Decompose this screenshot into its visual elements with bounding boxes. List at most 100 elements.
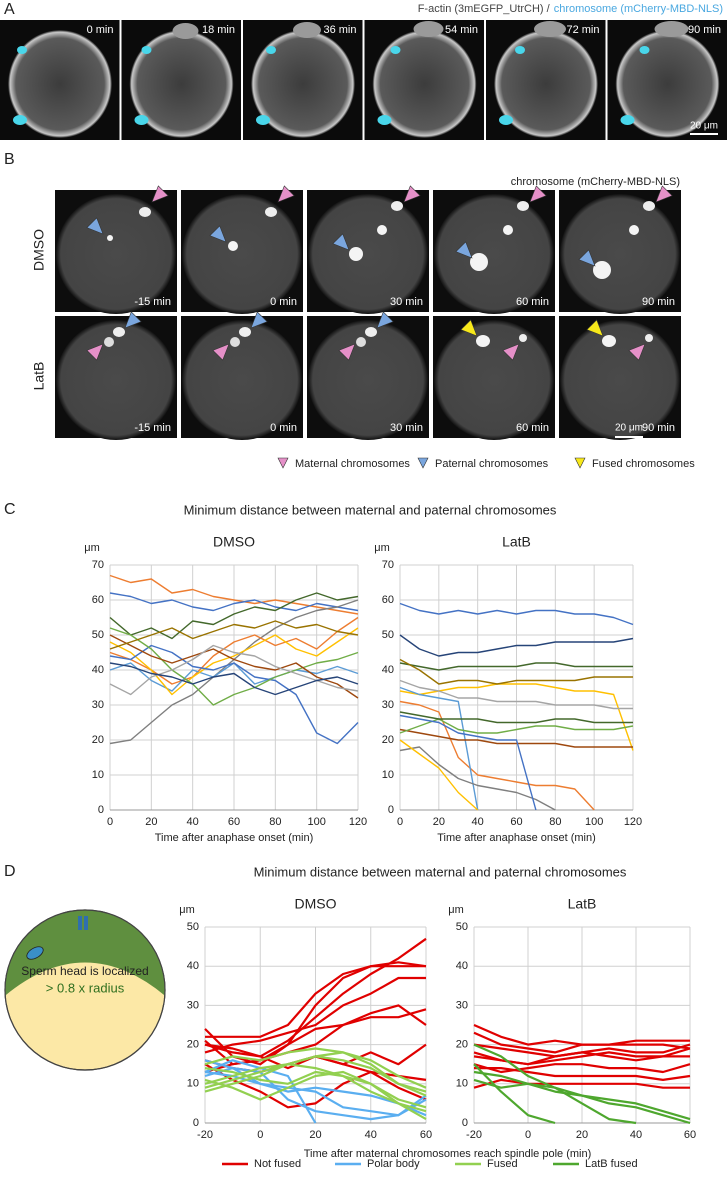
y-tick-label: 50 (92, 629, 104, 641)
cell (560, 320, 680, 440)
y-tick-label: 40 (187, 960, 199, 972)
chromosome (517, 201, 529, 211)
data-line (204, 976, 426, 1054)
arrowhead (403, 185, 421, 203)
chart-title: LatB (568, 896, 597, 912)
chromosome (476, 335, 490, 347)
x-tick-label: 40 (472, 816, 484, 828)
chromosome (113, 327, 125, 337)
x-tick-label: 20 (145, 816, 157, 828)
time-label: 0 min (87, 24, 114, 36)
legend-label: Polar body (367, 1158, 420, 1170)
data-line (204, 1070, 427, 1109)
y-tick-label: 0 (388, 804, 394, 816)
legend-marker (277, 457, 289, 469)
data-line (204, 1063, 427, 1121)
legend-marker (417, 457, 429, 469)
y-tick-label: 40 (92, 664, 104, 676)
x-tick-label: 60 (684, 1129, 696, 1141)
data-line (109, 574, 359, 615)
arrowhead (151, 185, 169, 203)
y-tick-label: 30 (382, 699, 394, 711)
arrowhead (209, 225, 227, 243)
cell (372, 30, 477, 138)
time-label: 0 min (270, 422, 297, 434)
data-line (109, 592, 359, 612)
data-line (109, 627, 359, 696)
chromosome (228, 241, 238, 251)
data-line (399, 746, 556, 811)
y-tick-label: 30 (92, 699, 104, 711)
chromosome (499, 115, 513, 125)
time-label: 72 min (566, 24, 599, 36)
panel-label: A (4, 1, 15, 18)
data-line (204, 1047, 427, 1097)
chromosome (356, 337, 366, 347)
y-tick-label: 10 (382, 769, 394, 781)
data-line (399, 714, 537, 811)
chromosome (620, 115, 635, 125)
chromosome (515, 46, 525, 54)
chromosome (629, 225, 639, 235)
data-line (399, 700, 595, 811)
x-tick-label: -20 (466, 1129, 482, 1141)
x-tick-label: 120 (349, 816, 367, 828)
legend-marker (574, 457, 586, 469)
y-axis-label: μm (448, 904, 464, 916)
panel-label: D (4, 863, 16, 880)
chromosome (643, 201, 655, 211)
chromosome (104, 337, 114, 347)
row-label: LatB (31, 362, 47, 391)
x-tick-label: 0 (525, 1129, 531, 1141)
x-tick-label: 100 (585, 816, 603, 828)
panel-title: chromosome (mCherry-MBD-NLS) (511, 176, 680, 188)
chromosome (377, 115, 392, 125)
y-tick-label: 70 (382, 559, 394, 571)
chromosome (13, 115, 27, 125)
legend-label: LatB fused (585, 1158, 638, 1170)
x-axis-label: Time after anaphase onset (min) (437, 832, 596, 844)
y-tick-label: 30 (456, 999, 468, 1011)
data-line (109, 644, 359, 745)
data-line (473, 1063, 691, 1074)
x-tick-label: 60 (420, 1129, 432, 1141)
cell (308, 194, 428, 314)
chromosome (377, 225, 387, 235)
chromosome (256, 115, 270, 125)
scale-label: 20 μm (615, 423, 643, 434)
y-tick-label: 10 (456, 1078, 468, 1090)
cell (8, 30, 112, 138)
y-tick-label: 70 (92, 559, 104, 571)
time-label: -15 min (134, 296, 171, 308)
chromosome (391, 201, 403, 211)
x-axis-label: Time after anaphase onset (min) (155, 832, 314, 844)
row-label: DMSO (31, 229, 47, 271)
data-line (399, 711, 633, 724)
cell (251, 30, 355, 138)
panel-title: Minimum distance between maternal and pa… (184, 502, 557, 517)
data-line (204, 1067, 427, 1113)
title-part: chromosome (mCherry-MBD-NLS) (554, 3, 723, 15)
chromosome (239, 327, 251, 337)
time-label: 90 min (642, 296, 675, 308)
cell (129, 30, 234, 138)
chromosome (639, 46, 650, 54)
y-tick-label: 60 (382, 594, 394, 606)
y-axis-label: μm (84, 542, 100, 554)
data-line (204, 1063, 427, 1109)
diagram-text: Sperm head is localized (21, 964, 148, 978)
chromosome (503, 225, 513, 235)
cell (560, 194, 680, 314)
cell (494, 30, 598, 138)
legend-label: Not fused (254, 1158, 301, 1170)
chart-title: LatB (502, 534, 531, 550)
chromosome (230, 337, 240, 347)
cell (56, 320, 176, 440)
data-line (109, 592, 359, 640)
arrowhead (502, 343, 520, 361)
panel-title: Minimum distance between maternal and pa… (254, 864, 627, 879)
data-line (399, 602, 634, 626)
cell (308, 320, 428, 440)
time-label: 60 min (516, 422, 549, 434)
